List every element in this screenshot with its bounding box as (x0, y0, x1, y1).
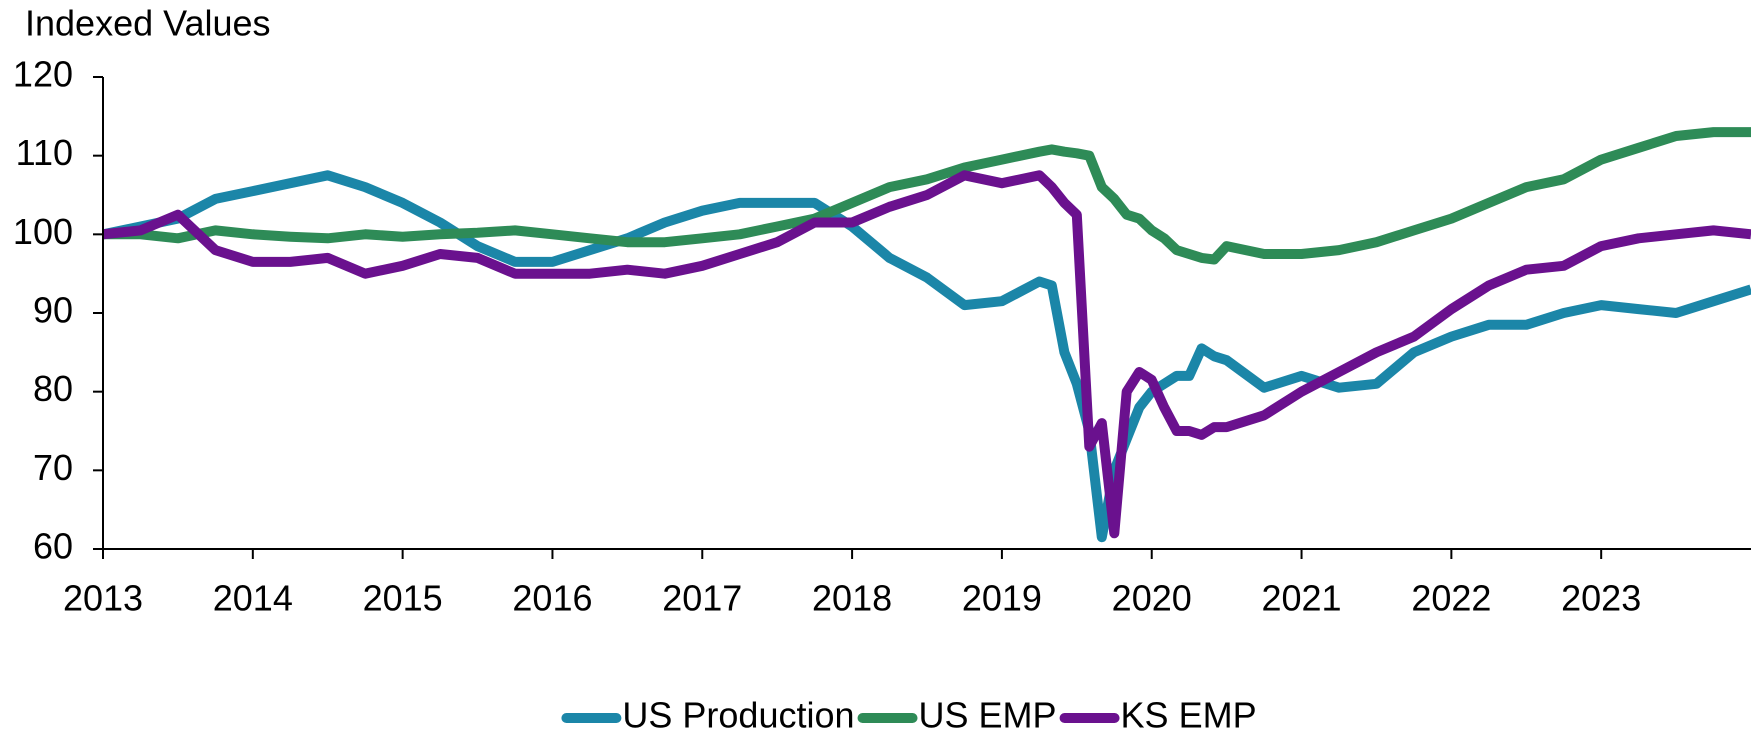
y-tick-label: 120 (13, 54, 73, 95)
x-tick-label: 2014 (213, 578, 293, 619)
y-tick-label: 100 (13, 211, 73, 252)
y-tick-label: 80 (33, 368, 73, 409)
legend-label: KS EMP (1121, 695, 1257, 736)
x-tick-label: 2019 (962, 578, 1042, 619)
y-tick-label: 110 (16, 132, 73, 173)
x-tick-label: 2016 (512, 578, 592, 619)
legend: US Production US EMP KS EMP (561, 695, 1257, 736)
series-line (103, 170, 1751, 539)
legend-label: US EMP (919, 695, 1057, 736)
legend-label: US Production (622, 695, 854, 736)
x-tick-label: 2023 (1561, 578, 1641, 619)
y-tick-label: 90 (33, 290, 73, 331)
y-axis-title: Indexed Values (25, 3, 271, 44)
series-line (103, 170, 1751, 543)
series-line (103, 127, 1751, 265)
y-tick-label: 60 (33, 526, 73, 567)
plot-area (103, 127, 1751, 543)
y-tick-label: 70 (33, 447, 73, 488)
x-tick-label: 2015 (363, 578, 443, 619)
x-tick-label: 2021 (1261, 578, 1341, 619)
x-tick-label: 2017 (662, 578, 742, 619)
x-tick-label: 2018 (812, 578, 892, 619)
x-tick-label: 2022 (1411, 578, 1491, 619)
x-tick-label: 2013 (63, 578, 143, 619)
x-tick-label: 2020 (1112, 578, 1192, 619)
